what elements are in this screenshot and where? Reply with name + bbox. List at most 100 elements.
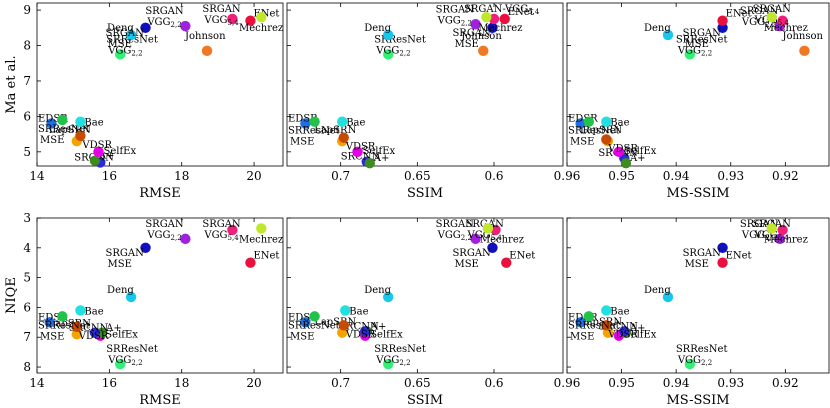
point-srgan-vgg22 bbox=[470, 233, 481, 245]
point-enet bbox=[501, 257, 512, 268]
x-tick-label: 0.7 bbox=[331, 376, 350, 390]
x-tick-label: 20 bbox=[246, 169, 261, 183]
point-label: SRResNet bbox=[374, 344, 426, 355]
x-tick-label: 0.65 bbox=[404, 169, 431, 183]
point-label: Deng bbox=[644, 285, 671, 296]
point-label: A+ bbox=[105, 323, 122, 334]
point-label: SRGAN bbox=[436, 219, 475, 230]
x-tick-label: 0.95 bbox=[608, 169, 635, 183]
point-label: MSE bbox=[454, 39, 478, 50]
point-label: SRGAN bbox=[202, 4, 241, 15]
point-label: VDSR bbox=[345, 142, 376, 153]
point-label: MSE bbox=[290, 137, 314, 148]
x-axis-label: SSIM bbox=[407, 186, 443, 201]
point-label: SRGAN bbox=[740, 6, 779, 17]
point-label: Mechrez bbox=[764, 234, 808, 245]
point-label: SRGAN bbox=[753, 4, 792, 15]
point-label: SRGAN bbox=[452, 28, 491, 39]
point-label: Mechrez bbox=[239, 23, 283, 34]
y-tick-label: 7 bbox=[23, 74, 31, 88]
point-label: VDSR bbox=[78, 331, 109, 342]
panel-ma_msssim: 0.960.950.940.930.92MS-SSIMSRCNNA+LapSRN… bbox=[554, 2, 830, 201]
point-label: MSE bbox=[40, 135, 64, 146]
point-label: LapSRN bbox=[580, 125, 622, 136]
y-tick-label: 5 bbox=[23, 271, 31, 285]
point-label: VDSR bbox=[607, 329, 638, 340]
x-axis-label: MS-SSIM bbox=[666, 393, 729, 408]
point-label: SRGAN bbox=[683, 28, 722, 39]
point-deng bbox=[383, 291, 394, 303]
x-tick-label: 0.6 bbox=[484, 169, 503, 183]
point-label: SelfEx bbox=[104, 146, 137, 157]
y-tick-label: 9 bbox=[23, 3, 31, 17]
point-label: Deng bbox=[107, 285, 134, 296]
x-tick-label: 0.95 bbox=[608, 376, 635, 390]
point-label: MSE bbox=[685, 39, 709, 50]
point-edsr bbox=[300, 118, 311, 129]
y-axis-label: NIQE bbox=[4, 277, 19, 314]
point-srgan-vgg22 bbox=[180, 20, 191, 32]
point-label: SRResNet bbox=[374, 34, 426, 45]
point-label: SRResNet bbox=[288, 320, 340, 331]
point-vdsr bbox=[71, 321, 82, 332]
y-tick-label: 8 bbox=[23, 360, 31, 374]
point-label: SelfEx bbox=[370, 330, 403, 341]
point-label: Johnson bbox=[460, 31, 502, 42]
point-label: MSE bbox=[685, 259, 709, 270]
point-srgan-vgg54 bbox=[227, 224, 238, 236]
point-label: SelfEx bbox=[624, 330, 657, 341]
point-label: EDSR bbox=[568, 312, 598, 323]
point-label: Bae bbox=[84, 306, 103, 317]
point-srresnet-vgg bbox=[115, 358, 126, 370]
point-label: A+ bbox=[373, 153, 390, 164]
x-tick-label: 0.65 bbox=[404, 376, 431, 390]
point-johnson bbox=[201, 45, 213, 57]
point-deng bbox=[662, 291, 674, 303]
point-srcnn bbox=[619, 326, 630, 337]
point-vdsr bbox=[601, 134, 612, 145]
x-tick-label: 0.93 bbox=[717, 169, 744, 183]
point-label: SRCNN bbox=[69, 323, 109, 334]
point-edsr bbox=[44, 317, 55, 328]
point-enet bbox=[245, 15, 256, 26]
x-axis-label: RMSE bbox=[139, 186, 181, 201]
point-vdsr bbox=[601, 320, 612, 331]
point-mechrez bbox=[256, 223, 267, 234]
point-label: SRResNet bbox=[106, 344, 158, 355]
point-label: Bae bbox=[349, 306, 368, 317]
point-label: EDSR bbox=[568, 113, 598, 124]
point-label: MSE bbox=[454, 259, 478, 270]
point-srresnet-mse bbox=[57, 114, 68, 126]
point-label: LapSRN bbox=[49, 125, 91, 136]
point-label: Bae bbox=[610, 118, 629, 129]
point-mechrez bbox=[481, 11, 492, 23]
point-selfex bbox=[613, 146, 625, 158]
point-label: EDSR bbox=[288, 312, 318, 323]
point-edsr bbox=[575, 118, 586, 129]
x-tick-label: 0.93 bbox=[717, 376, 744, 390]
point-label: SRResNet bbox=[676, 344, 728, 355]
point-label: SRGAN bbox=[145, 6, 184, 17]
point-srcnn bbox=[89, 327, 101, 338]
point-label: ENet bbox=[508, 7, 534, 18]
point-edsr bbox=[575, 317, 586, 328]
plot-frame bbox=[286, 217, 564, 374]
point-label: SRGAN bbox=[202, 219, 241, 230]
point-bae bbox=[340, 305, 351, 316]
point-label: LapSRN bbox=[314, 317, 356, 328]
point-label: VGG2,2 bbox=[375, 45, 410, 57]
point-enet bbox=[499, 13, 510, 25]
x-tick-label: 0.7 bbox=[331, 169, 350, 183]
point-label: MSE bbox=[108, 39, 132, 50]
x-tick-label: 0.92 bbox=[772, 169, 799, 183]
point-label: Bae bbox=[84, 118, 103, 129]
point-srgan-vgg22 bbox=[180, 233, 191, 245]
y-tick-label: 5 bbox=[23, 145, 31, 159]
point-srresnet-mse bbox=[583, 311, 595, 322]
point-srgan-vgg54 bbox=[777, 15, 788, 26]
point-a- bbox=[620, 157, 632, 169]
point-label: Bae bbox=[346, 118, 365, 129]
point-deng bbox=[662, 29, 674, 41]
